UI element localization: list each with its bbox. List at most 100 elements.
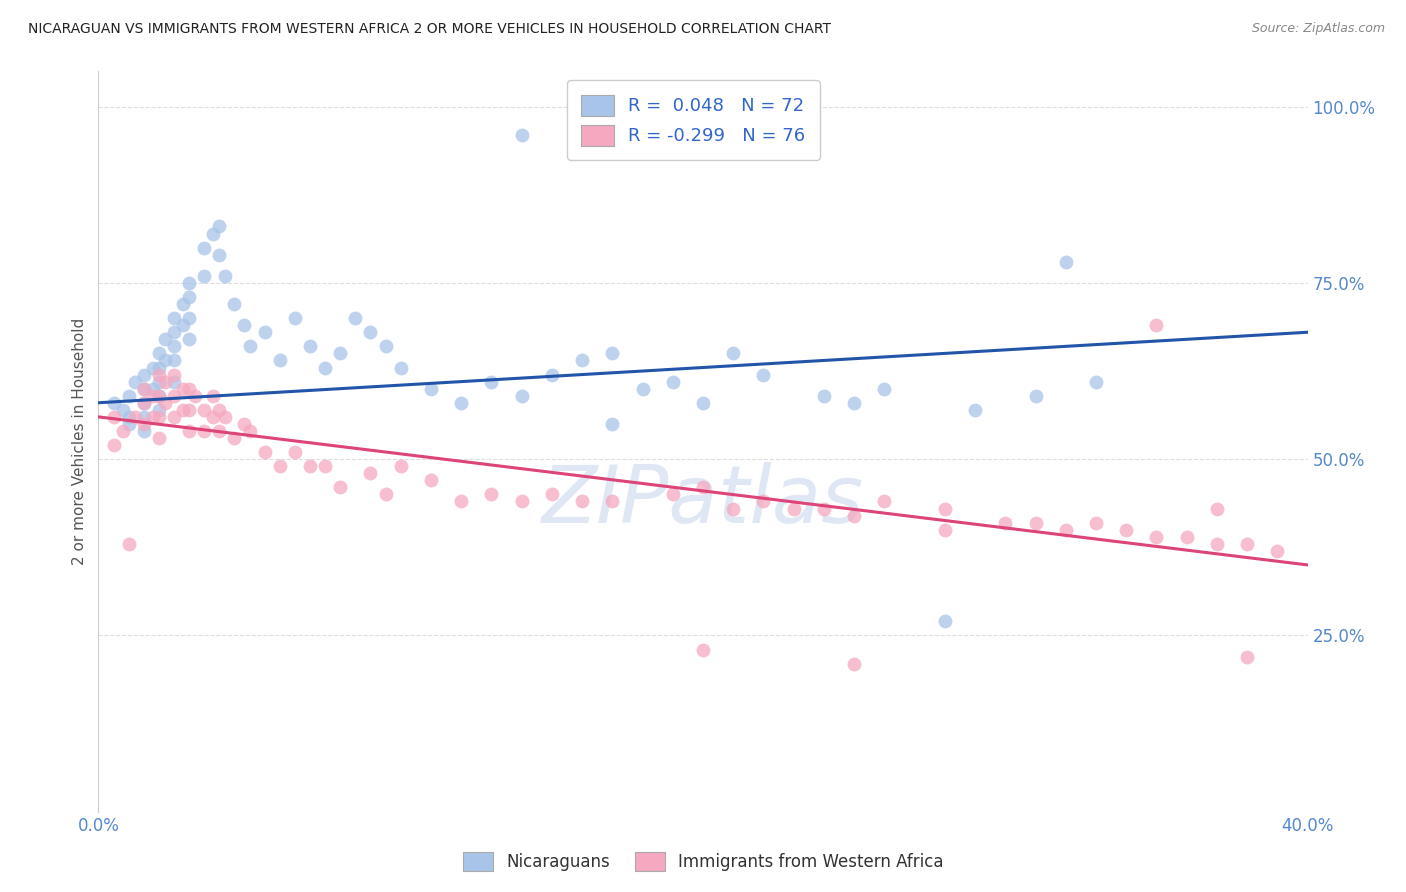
Point xyxy=(148,360,170,375)
Point xyxy=(873,382,896,396)
Point xyxy=(179,402,201,417)
Point xyxy=(224,297,246,311)
Point xyxy=(142,360,165,375)
Point xyxy=(163,389,186,403)
Point xyxy=(208,402,231,417)
Point xyxy=(510,128,533,142)
Point xyxy=(179,424,201,438)
Point xyxy=(692,642,714,657)
Point xyxy=(723,346,745,360)
Point xyxy=(510,389,533,403)
Point xyxy=(692,480,714,494)
Point xyxy=(253,445,276,459)
Point xyxy=(111,424,134,438)
Point xyxy=(420,382,443,396)
Point xyxy=(208,248,231,262)
Point xyxy=(934,501,956,516)
Point xyxy=(1024,389,1046,403)
Point xyxy=(179,382,201,396)
Point xyxy=(1267,544,1289,558)
Point xyxy=(118,537,141,551)
Point xyxy=(202,389,225,403)
Point xyxy=(571,353,593,368)
Point xyxy=(329,480,352,494)
Point xyxy=(1236,537,1258,551)
Point xyxy=(934,523,956,537)
Point xyxy=(389,360,412,375)
Point xyxy=(132,424,155,438)
Point xyxy=(142,409,165,424)
Point xyxy=(813,501,835,516)
Point xyxy=(163,375,186,389)
Point xyxy=(179,276,201,290)
Point xyxy=(329,346,352,360)
Point xyxy=(111,402,134,417)
Point xyxy=(172,297,194,311)
Point xyxy=(602,494,624,508)
Point xyxy=(813,389,835,403)
Point xyxy=(193,402,215,417)
Point xyxy=(1024,516,1046,530)
Point xyxy=(344,311,367,326)
Point xyxy=(179,311,201,326)
Point xyxy=(661,375,683,389)
Point xyxy=(172,382,194,396)
Point xyxy=(118,409,141,424)
Point xyxy=(844,508,866,523)
Point xyxy=(389,459,412,474)
Point xyxy=(1115,523,1137,537)
Point xyxy=(103,396,125,410)
Point xyxy=(103,438,125,452)
Point xyxy=(179,332,201,346)
Text: ZIPatlas: ZIPatlas xyxy=(541,462,865,540)
Point xyxy=(299,339,322,353)
Point xyxy=(148,368,170,382)
Point xyxy=(269,459,291,474)
Point xyxy=(132,417,155,431)
Point xyxy=(602,346,624,360)
Point xyxy=(148,389,170,403)
Point xyxy=(284,311,307,326)
Point xyxy=(132,368,155,382)
Point xyxy=(132,382,155,396)
Point xyxy=(1206,537,1229,551)
Point xyxy=(124,409,146,424)
Point xyxy=(118,389,141,403)
Point xyxy=(184,389,207,403)
Point xyxy=(132,382,155,396)
Point xyxy=(124,375,146,389)
Point xyxy=(153,353,176,368)
Point xyxy=(163,325,186,339)
Point xyxy=(510,494,533,508)
Point xyxy=(481,487,503,501)
Point xyxy=(1206,501,1229,516)
Point xyxy=(844,657,866,671)
Point xyxy=(208,424,231,438)
Point xyxy=(193,241,215,255)
Point xyxy=(148,346,170,360)
Point xyxy=(284,445,307,459)
Point xyxy=(163,311,186,326)
Point xyxy=(132,396,155,410)
Point xyxy=(253,325,276,339)
Point xyxy=(723,501,745,516)
Point xyxy=(153,332,176,346)
Point xyxy=(661,487,683,501)
Point xyxy=(1144,530,1167,544)
Point xyxy=(142,389,165,403)
Point xyxy=(179,290,201,304)
Point xyxy=(571,494,593,508)
Point xyxy=(360,325,382,339)
Point xyxy=(450,396,472,410)
Point xyxy=(224,431,246,445)
Point xyxy=(148,389,170,403)
Point xyxy=(148,402,170,417)
Point xyxy=(752,368,775,382)
Point xyxy=(148,409,170,424)
Point xyxy=(232,318,254,333)
Point xyxy=(132,396,155,410)
Point xyxy=(1144,318,1167,333)
Point xyxy=(153,375,176,389)
Point xyxy=(374,339,396,353)
Point xyxy=(239,339,262,353)
